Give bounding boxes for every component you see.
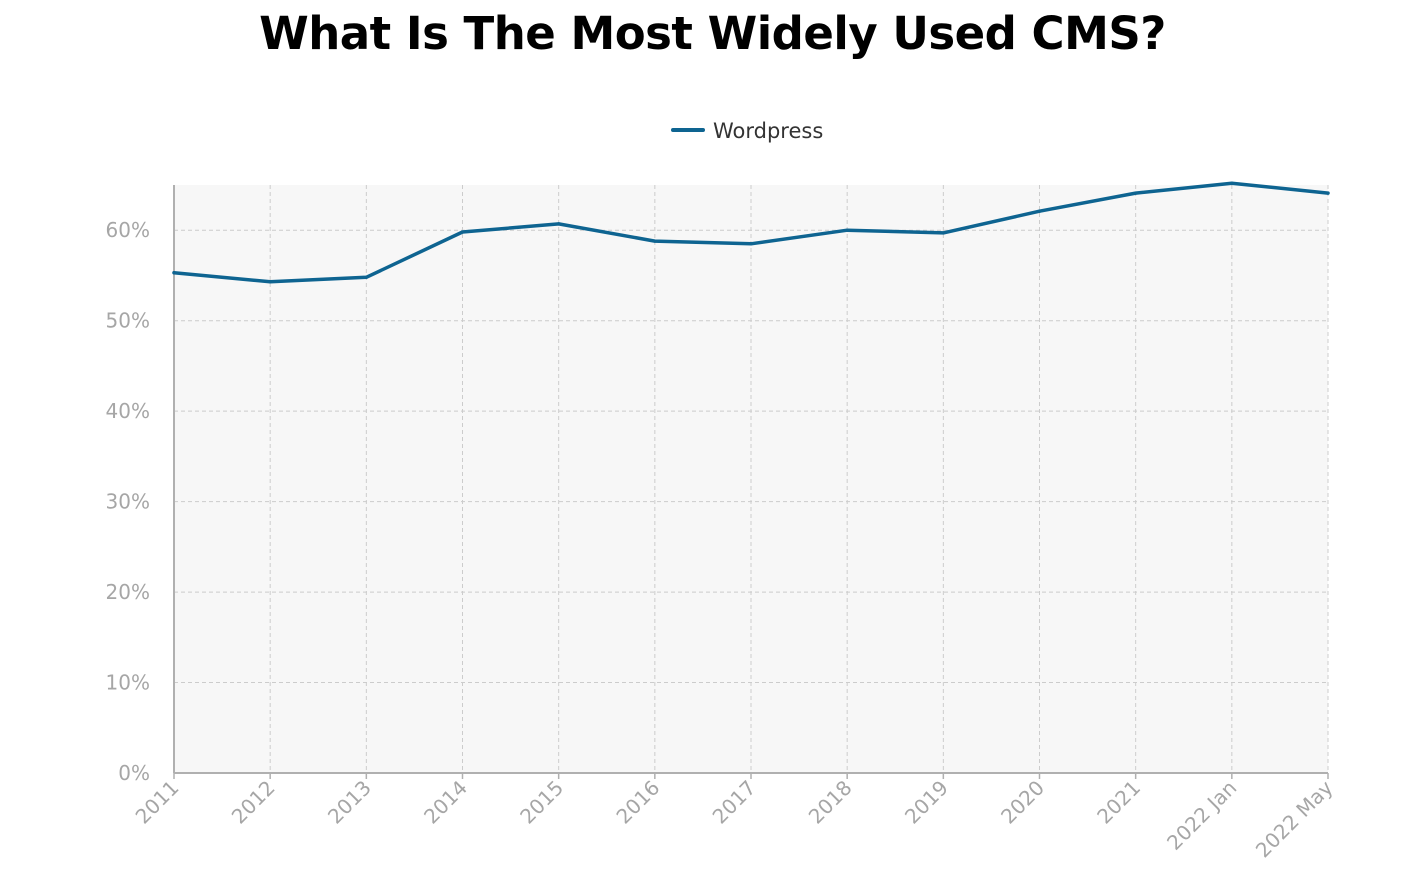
legend: Wordpress (671, 119, 823, 143)
y-axis-ticks: 0% 10% 20% 30% 40% 50% 60% (106, 218, 150, 785)
data-point (845, 228, 849, 232)
y-tick-label: 40% (106, 399, 150, 423)
x-tick-label: 2013 (323, 776, 376, 829)
data-point (364, 275, 368, 279)
series-layer (172, 181, 1330, 284)
data-point (1134, 191, 1138, 195)
x-tick-label: 2016 (611, 776, 664, 829)
data-point (1037, 209, 1042, 213)
y-tick-label: 20% (106, 580, 150, 604)
y-tick-label: 60% (106, 218, 150, 242)
x-tick-label: 2019 (900, 776, 953, 829)
legend-label: Wordpress (713, 119, 823, 143)
data-point (941, 231, 945, 235)
x-tick-label: 2015 (515, 776, 568, 829)
grid-lines (174, 185, 1329, 773)
data-point (653, 239, 657, 243)
x-tick-label: 2022 Jan (1162, 776, 1241, 855)
data-point (1326, 191, 1330, 195)
x-tick-label: 2018 (804, 776, 857, 829)
chart-title: What Is The Most Widely Used CMS? (259, 7, 1166, 60)
x-tick-label: 2020 (996, 776, 1049, 829)
data-point (172, 271, 176, 275)
y-tick-label: 0% (118, 761, 150, 785)
x-axis-ticks: 2011 2012 2013 2014 2015 2016 2017 2018 2019 2020… (131, 773, 1338, 862)
x-tick-label: 2022 May (1251, 775, 1338, 862)
y-tick-label: 10% (106, 671, 150, 695)
x-tick-label: 2012 (227, 776, 280, 829)
x-tick-label: 2017 (708, 776, 761, 829)
data-point (268, 280, 272, 284)
data-point (460, 230, 465, 234)
y-tick-label: 50% (106, 309, 150, 333)
y-tick-label: 30% (106, 490, 150, 514)
data-point (1230, 181, 1234, 185)
data-point (557, 222, 561, 226)
x-tick-label: 2021 (1092, 776, 1145, 829)
x-tick-label: 2014 (419, 776, 472, 829)
data-point (749, 242, 753, 246)
